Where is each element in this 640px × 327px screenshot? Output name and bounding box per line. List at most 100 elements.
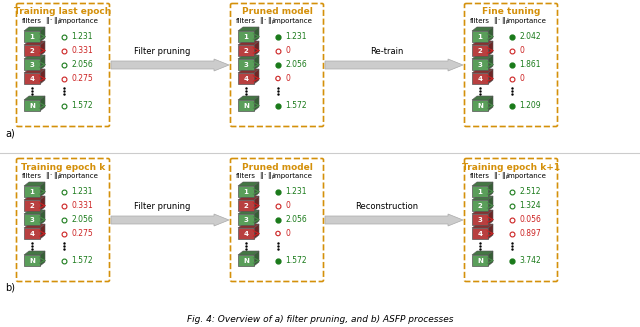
FancyBboxPatch shape bbox=[238, 214, 254, 225]
Polygon shape bbox=[24, 69, 45, 73]
Polygon shape bbox=[24, 96, 45, 100]
Text: 1.861: 1.861 bbox=[519, 60, 541, 69]
Text: filters: filters bbox=[236, 18, 256, 24]
Text: 0.056: 0.056 bbox=[519, 215, 541, 224]
Text: 1: 1 bbox=[477, 34, 483, 40]
Polygon shape bbox=[325, 214, 463, 226]
FancyBboxPatch shape bbox=[472, 200, 488, 211]
Polygon shape bbox=[24, 224, 45, 228]
FancyBboxPatch shape bbox=[17, 159, 109, 282]
Polygon shape bbox=[24, 55, 45, 59]
Text: 1.231: 1.231 bbox=[71, 32, 93, 41]
FancyBboxPatch shape bbox=[472, 255, 488, 266]
Text: 0.275: 0.275 bbox=[71, 229, 93, 238]
Text: filters: filters bbox=[470, 18, 490, 24]
Polygon shape bbox=[472, 55, 493, 59]
Polygon shape bbox=[24, 196, 45, 200]
Polygon shape bbox=[254, 182, 259, 197]
Text: 1.231: 1.231 bbox=[285, 32, 307, 41]
Polygon shape bbox=[24, 41, 45, 45]
Text: 4: 4 bbox=[243, 76, 248, 82]
Text: 4: 4 bbox=[29, 76, 35, 82]
Text: N: N bbox=[29, 258, 35, 264]
Polygon shape bbox=[488, 196, 493, 211]
Polygon shape bbox=[238, 96, 259, 100]
Polygon shape bbox=[254, 210, 259, 225]
Text: 1.572: 1.572 bbox=[285, 256, 307, 265]
FancyBboxPatch shape bbox=[24, 200, 40, 211]
FancyBboxPatch shape bbox=[238, 45, 254, 56]
Text: 4: 4 bbox=[29, 231, 35, 237]
Polygon shape bbox=[111, 214, 229, 226]
Polygon shape bbox=[472, 96, 493, 100]
Polygon shape bbox=[472, 251, 493, 255]
Text: 1.572: 1.572 bbox=[71, 256, 93, 265]
Text: Training last epoch: Training last epoch bbox=[14, 8, 111, 16]
Text: importance: importance bbox=[272, 173, 312, 179]
Text: 0: 0 bbox=[519, 46, 524, 55]
Polygon shape bbox=[472, 41, 493, 45]
FancyBboxPatch shape bbox=[17, 4, 109, 127]
Polygon shape bbox=[238, 182, 259, 186]
FancyBboxPatch shape bbox=[238, 255, 254, 266]
Polygon shape bbox=[238, 27, 259, 31]
Text: Training epoch k+1: Training epoch k+1 bbox=[462, 163, 560, 171]
Text: 2.056: 2.056 bbox=[285, 215, 307, 224]
Text: Filter pruning: Filter pruning bbox=[134, 202, 191, 211]
Text: Pruned model: Pruned model bbox=[241, 163, 312, 171]
Polygon shape bbox=[238, 69, 259, 73]
Text: Training epoch k: Training epoch k bbox=[21, 163, 105, 171]
FancyBboxPatch shape bbox=[238, 100, 254, 111]
Polygon shape bbox=[472, 196, 493, 200]
Text: importance: importance bbox=[58, 18, 98, 24]
Text: 2.042: 2.042 bbox=[519, 32, 541, 41]
Polygon shape bbox=[40, 96, 45, 111]
Polygon shape bbox=[40, 196, 45, 211]
Text: N: N bbox=[243, 258, 249, 264]
Text: Reconstruction: Reconstruction bbox=[355, 202, 418, 211]
Text: 0: 0 bbox=[285, 201, 290, 210]
Polygon shape bbox=[488, 224, 493, 239]
Text: 1: 1 bbox=[244, 34, 248, 40]
FancyBboxPatch shape bbox=[238, 59, 254, 70]
Polygon shape bbox=[488, 182, 493, 197]
Text: N: N bbox=[29, 103, 35, 109]
FancyBboxPatch shape bbox=[472, 100, 488, 111]
Text: 1.209: 1.209 bbox=[519, 101, 541, 110]
FancyBboxPatch shape bbox=[472, 186, 488, 197]
Polygon shape bbox=[488, 55, 493, 70]
FancyBboxPatch shape bbox=[465, 4, 557, 127]
Polygon shape bbox=[488, 41, 493, 56]
Polygon shape bbox=[40, 69, 45, 84]
FancyBboxPatch shape bbox=[465, 159, 557, 282]
Polygon shape bbox=[238, 41, 259, 45]
Polygon shape bbox=[254, 224, 259, 239]
Text: N: N bbox=[477, 103, 483, 109]
Polygon shape bbox=[40, 210, 45, 225]
Text: b): b) bbox=[5, 283, 15, 293]
Polygon shape bbox=[254, 96, 259, 111]
FancyBboxPatch shape bbox=[24, 214, 40, 225]
Polygon shape bbox=[488, 251, 493, 266]
Polygon shape bbox=[472, 69, 493, 73]
Polygon shape bbox=[472, 27, 493, 31]
FancyBboxPatch shape bbox=[238, 228, 254, 239]
Text: 0.275: 0.275 bbox=[71, 74, 93, 83]
Text: 2: 2 bbox=[244, 48, 248, 54]
Text: 1: 1 bbox=[477, 189, 483, 195]
Text: 3: 3 bbox=[477, 62, 483, 68]
Text: 1: 1 bbox=[29, 34, 35, 40]
Polygon shape bbox=[238, 55, 259, 59]
Text: 0: 0 bbox=[285, 229, 290, 238]
Text: 1.231: 1.231 bbox=[285, 187, 307, 196]
Polygon shape bbox=[40, 182, 45, 197]
Polygon shape bbox=[238, 210, 259, 214]
Text: Filter pruning: Filter pruning bbox=[134, 47, 191, 56]
Text: a): a) bbox=[5, 128, 15, 138]
Text: 0: 0 bbox=[519, 74, 524, 83]
Text: 1.572: 1.572 bbox=[285, 101, 307, 110]
Text: 2.056: 2.056 bbox=[285, 60, 307, 69]
Polygon shape bbox=[40, 27, 45, 42]
Text: Fine tuning: Fine tuning bbox=[482, 8, 540, 16]
Polygon shape bbox=[238, 224, 259, 228]
